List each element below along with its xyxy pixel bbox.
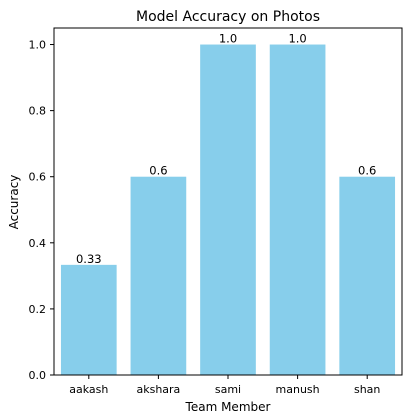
data-label-sami: 1.0 (219, 32, 237, 46)
data-label-shan: 0.6 (358, 164, 376, 178)
plot-area: 0.33 aakash 0.6 akshara 1.0 sami 1.0 manush 0.6 s… (29, 27, 403, 396)
y-axis-label: Accuracy (7, 175, 21, 230)
y-tick-label: 0.4 (29, 237, 47, 250)
x-tick-label-akshara: akshara (136, 383, 180, 396)
y-tick-label: 1.0 (29, 39, 47, 52)
x-axis-label: Team Member (185, 400, 271, 414)
data-label-aakash: 0.33 (76, 252, 102, 266)
data-label-akshara: 0.6 (149, 164, 167, 178)
bar-shan (339, 176, 396, 375)
y-tick-label: 0.0 (29, 369, 47, 382)
y-tick-label: 0.8 (29, 105, 47, 118)
bar-manush (269, 44, 326, 376)
y-tick-label: 0.2 (29, 303, 47, 316)
bar-sami (200, 44, 256, 376)
plot-frame (53, 27, 403, 376)
x-tick-label-manush: manush (276, 383, 320, 396)
data-label-manush: 1.0 (288, 32, 306, 46)
x-tick-label-sami: sami (215, 383, 241, 396)
x-tick-label-shan: shan (354, 383, 380, 396)
y-tick-label: 0.6 (29, 171, 47, 184)
x-tick-label-aakash: aakash (69, 383, 108, 396)
chart-title: Model Accuracy on Photos (136, 9, 320, 25)
bar-aakash (60, 264, 117, 375)
bar-akshara (130, 176, 187, 375)
